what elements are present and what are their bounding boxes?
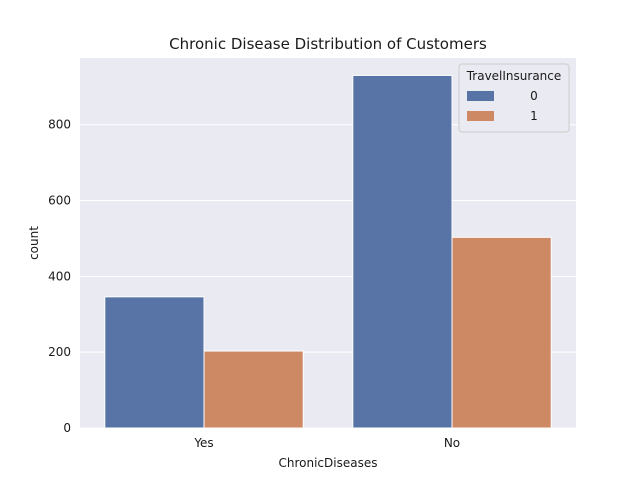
bar-yes-1 [203, 350, 304, 429]
y-axis-label: count [27, 226, 41, 260]
y-tick-label: 600 [48, 194, 71, 208]
legend: TravelInsurance 0 1 [458, 63, 570, 133]
y-axis: 0 200 400 600 800 [48, 118, 71, 435]
legend-label-0: 0 [530, 89, 538, 103]
y-tick-label: 0 [63, 421, 71, 435]
y-tick-label: 400 [48, 269, 71, 283]
y-tick-label: 200 [48, 345, 71, 359]
x-tick-label: No [444, 436, 460, 450]
legend-swatch-0 [467, 91, 494, 101]
bar-yes-0 [104, 296, 205, 429]
bar-no-1 [451, 236, 552, 429]
y-tick-label: 800 [48, 118, 71, 132]
bar-no-0 [352, 74, 453, 429]
legend-swatch-1 [467, 111, 494, 121]
bars [104, 74, 552, 429]
x-tick-label: Yes [193, 436, 213, 450]
chart-title: Chronic Disease Distribution of Customer… [169, 35, 487, 53]
x-axis-label: ChronicDiseases [279, 456, 378, 470]
x-axis: Yes No [193, 436, 460, 450]
legend-label-1: 1 [530, 109, 538, 123]
legend-title: TravelInsurance [466, 69, 562, 83]
